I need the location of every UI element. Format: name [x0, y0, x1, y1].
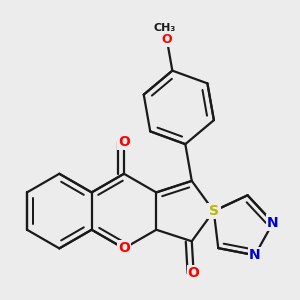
Text: N: N [208, 204, 220, 218]
Text: CH₃: CH₃ [154, 23, 176, 33]
Text: O: O [118, 135, 130, 149]
Text: N: N [267, 216, 279, 230]
Text: O: O [118, 242, 130, 255]
Text: N: N [249, 248, 261, 262]
Text: O: O [188, 266, 200, 280]
Text: O: O [161, 33, 172, 46]
Text: S: S [209, 204, 219, 218]
